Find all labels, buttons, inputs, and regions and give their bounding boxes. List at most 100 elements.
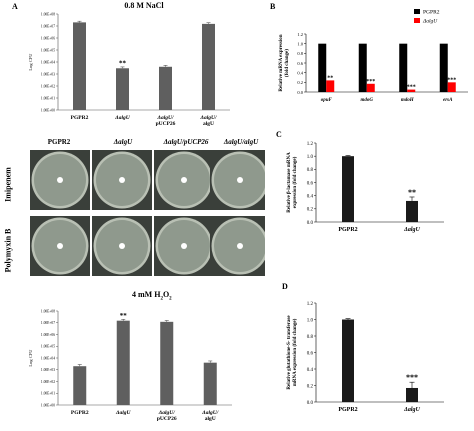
antibiotic-disc (181, 177, 187, 183)
y-tick-label: 1.00E+08 (41, 309, 55, 313)
antibiotic-disc (119, 177, 125, 183)
plate-grid: PGPR2 ΔalgU ΔalgU/pUCP26 ΔalgU/algU Imip… (0, 138, 265, 290)
y-tick-label: 0.8 (307, 168, 314, 173)
x-tick-label: mdoH (401, 98, 415, 103)
x-tick-label: ΔalgU (403, 227, 420, 233)
y-tick-label: 1.2 (307, 302, 314, 307)
y-tick-label: 0.2 (307, 384, 314, 389)
y-tick-label: 1.2 (297, 32, 303, 37)
beta-lactamase-chart: 0.0 0.2 0.4 0.6 0.8 1.0 1.2 Relative β-lactamas… (287, 142, 444, 233)
plate-col-label-1: PGPR2 (47, 138, 71, 146)
antibiotic-disc (181, 243, 187, 249)
significance-mark: ** (120, 312, 128, 320)
bar (406, 387, 418, 402)
y-tick-label: 0.0 (297, 90, 303, 95)
x-tick-label: PGPR2 (71, 115, 89, 121)
panel-label-d: D (282, 282, 288, 291)
bar (159, 66, 172, 110)
significance-mark: *** (366, 79, 375, 85)
panel-label-c: C (276, 130, 282, 139)
bar (73, 22, 86, 110)
y-tick-label: 1.00E+04 (41, 60, 55, 64)
bar (407, 89, 416, 92)
y-tick-label: 1.00E+03 (41, 72, 55, 76)
plates-image (30, 150, 265, 276)
y-tick-label: 1.00E+01 (41, 96, 55, 100)
x-tick-label: ΔalgU (403, 407, 420, 413)
x-tick-label: algU (203, 121, 214, 127)
bar (203, 362, 217, 405)
x-tick-label: ΔalgU (115, 410, 131, 416)
y-tick-label: 0.6 (307, 181, 314, 186)
chart-title: 0.8 M NaCl (124, 1, 164, 10)
y-tick-label: 0.0 (307, 221, 314, 226)
x-tick-label: PGPR2 (71, 410, 89, 416)
y-axis-label: mRNA expression (fold change) (293, 318, 298, 386)
x-tick-label: ΔalgU/ (201, 410, 218, 416)
y-tick-label: 0.4 (307, 194, 314, 199)
bar (447, 82, 456, 92)
y-tick-label: 0.0 (307, 401, 314, 406)
panel-label-a: A (12, 2, 18, 11)
bar (366, 83, 375, 92)
x-tick-label: PGPR2 (338, 407, 357, 413)
y-axis-label: Relative β-lactamase mRNA (287, 152, 292, 213)
bar (160, 321, 174, 405)
antibiotic-disc (237, 243, 243, 249)
y-tick-label: 1.00E+01 (41, 392, 55, 396)
bar (326, 80, 335, 92)
y-tick-label: 0.6 (297, 61, 303, 66)
y-tick-label: 0.4 (297, 70, 303, 75)
bar (342, 319, 354, 402)
x-tick-label: ersA (443, 98, 453, 103)
significance-mark: ** (119, 59, 127, 67)
bar (342, 156, 354, 222)
y-tick-label: 0.8 (297, 51, 303, 56)
gene-expression-chart: 0.0 0.2 0.4 0.6 0.8 1.0 1.2 Relative mRNA expre… (279, 9, 468, 103)
y-tick-label: 0.8 (307, 335, 314, 340)
x-tick-label: PGPR2 (338, 227, 357, 233)
y-tick-label: 1.00E+02 (41, 380, 55, 384)
panel-label-b: B (270, 2, 276, 11)
antibiotic-disc (237, 177, 243, 183)
gst-chart: 0.0 0.2 0.4 0.6 0.8 1.0 1.2 Relative glutathion… (287, 302, 444, 413)
bar (358, 43, 367, 92)
x-tick-label: ΔalgU/ (200, 115, 217, 121)
antibiotic-disc (57, 177, 63, 183)
bar (439, 43, 448, 92)
plate-col-label-3: ΔalgU/pUCP26 (163, 138, 209, 146)
x-tick-label: opuF (321, 98, 333, 103)
x-tick-label: algU (205, 416, 216, 422)
x-tick-label: pUCP26 (157, 416, 177, 422)
nacl-survival-chart: 0.8 M NaCl 1.00E+00 1.00E+01 1.00E+02 1.00E+… (28, 1, 230, 127)
x-tick-label: ΔalgU/ (157, 115, 174, 121)
y-tick-label: 1.00E+08 (41, 12, 55, 16)
antibiotic-disc (57, 243, 63, 249)
y-tick-label: 1.0 (297, 41, 303, 46)
y-tick-label: 0.6 (307, 351, 314, 356)
plate-col-label-4: ΔalgU/algU (223, 138, 259, 146)
y-tick-label: 1.00E+07 (41, 24, 55, 28)
y-tick-label: 1.00E+05 (41, 345, 55, 349)
bar (399, 43, 408, 92)
y-tick-label: 1.00E+05 (41, 48, 55, 52)
bar (202, 23, 215, 111)
h2o2-survival-chart: 1.00E+00 1.00E+01 1.00E+02 1.00E+03 1.00E+04… (28, 309, 232, 422)
significance-mark: *** (447, 77, 456, 83)
significance-mark: *** (406, 373, 418, 382)
y-axis-label: Log CFU (28, 53, 33, 71)
y-axis-label: (fold change) (285, 49, 290, 77)
y-tick-label: 1.00E+06 (41, 36, 55, 40)
y-tick-label: 1.00E+07 (41, 321, 55, 325)
legend-swatch (414, 9, 420, 14)
x-tick-label: mdoG (361, 98, 374, 103)
y-tick-label: 1.00E+03 (41, 368, 55, 372)
y-tick-label: 1.00E+06 (41, 333, 55, 337)
bar (116, 68, 129, 110)
significance-mark: *** (407, 85, 416, 91)
x-tick-label: ΔalgU (114, 115, 130, 121)
y-tick-label: 0.2 (307, 208, 314, 213)
y-tick-label: 1.0 (307, 155, 314, 160)
y-tick-label: 1.00E+00 (41, 403, 55, 407)
legend-swatch (414, 18, 420, 23)
